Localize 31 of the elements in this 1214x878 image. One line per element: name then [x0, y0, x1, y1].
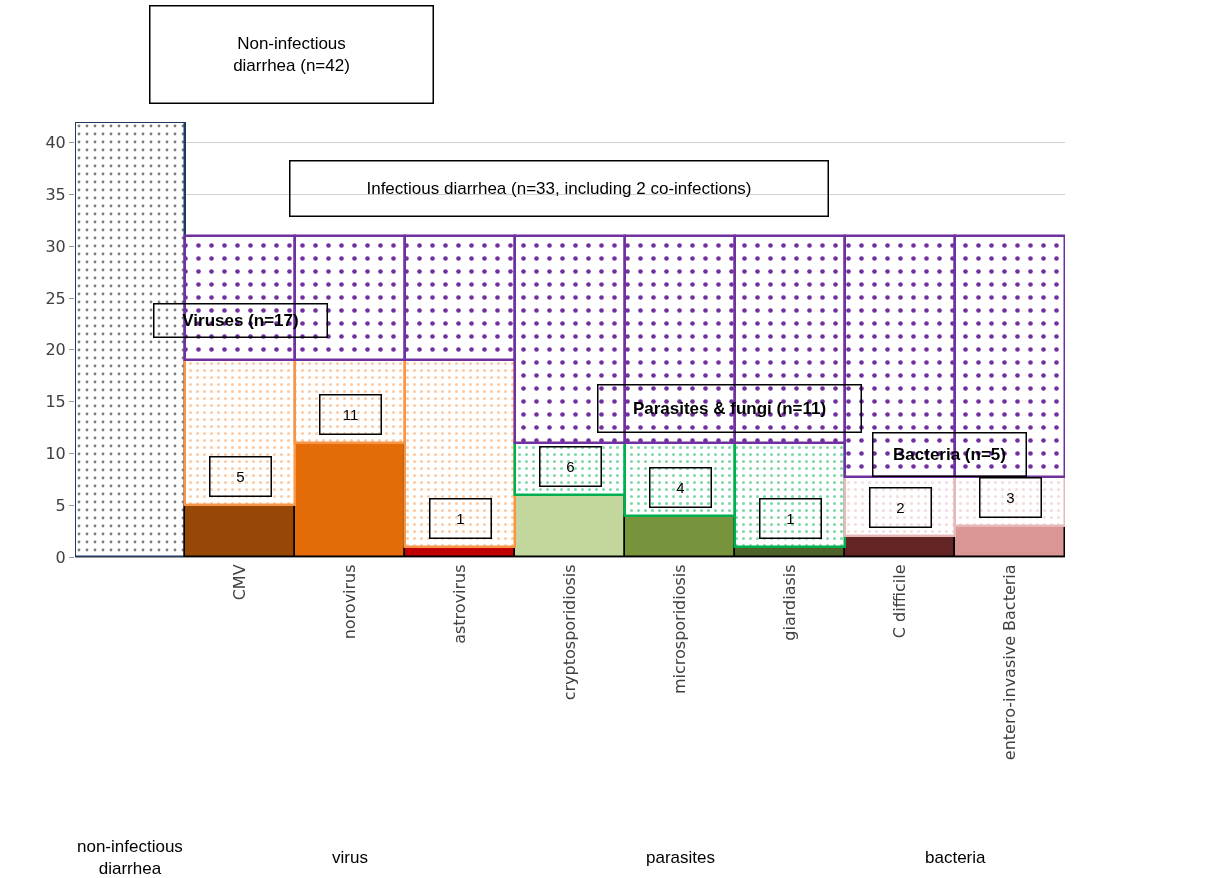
annotation: Infectious diarrhea (n=33, including 2 co-infections)	[366, 179, 752, 198]
data-label: 2	[896, 499, 905, 516]
x-tick-label: giardiasis	[780, 564, 800, 641]
y-tick-label: 0	[55, 547, 66, 567]
y-tick-label: 30	[45, 236, 66, 256]
text: virus	[332, 848, 368, 867]
data-label: 1	[786, 510, 795, 527]
text: parasites	[646, 848, 715, 867]
text: non-infectious diarrhea	[77, 837, 183, 878]
x-tick-label: cryptosporidiosis	[560, 564, 580, 701]
y-tick-label: 35	[45, 185, 66, 205]
y-tick-label: 25	[45, 288, 66, 308]
x-tick-label: norovirus	[340, 564, 360, 640]
x-tick-label: entero-invasive Bacteria	[1000, 564, 1020, 761]
y-tick-label: 20	[45, 340, 66, 360]
y-tick-label: 15	[45, 392, 66, 412]
x-tick-label: astrovirus	[450, 564, 470, 644]
data-label: 6	[566, 458, 575, 475]
data-label: 4	[676, 479, 685, 496]
text: bacteria	[925, 848, 987, 867]
y-tick-label: 10	[45, 444, 66, 464]
data-label: 5	[236, 468, 245, 485]
x-tick-label: C difficile	[890, 564, 910, 639]
data-label: 11	[342, 406, 359, 423]
data-label: 3	[1006, 489, 1015, 506]
y-tick-label: 5	[55, 495, 66, 515]
data-label: 1	[456, 510, 465, 527]
text: Non-infectious diarrhea (n=42)	[233, 33, 350, 76]
x-tick-label: CMV	[230, 564, 250, 601]
x-tick-label: microsporidiosis	[670, 564, 690, 695]
y-tick-label: 40	[45, 133, 66, 153]
